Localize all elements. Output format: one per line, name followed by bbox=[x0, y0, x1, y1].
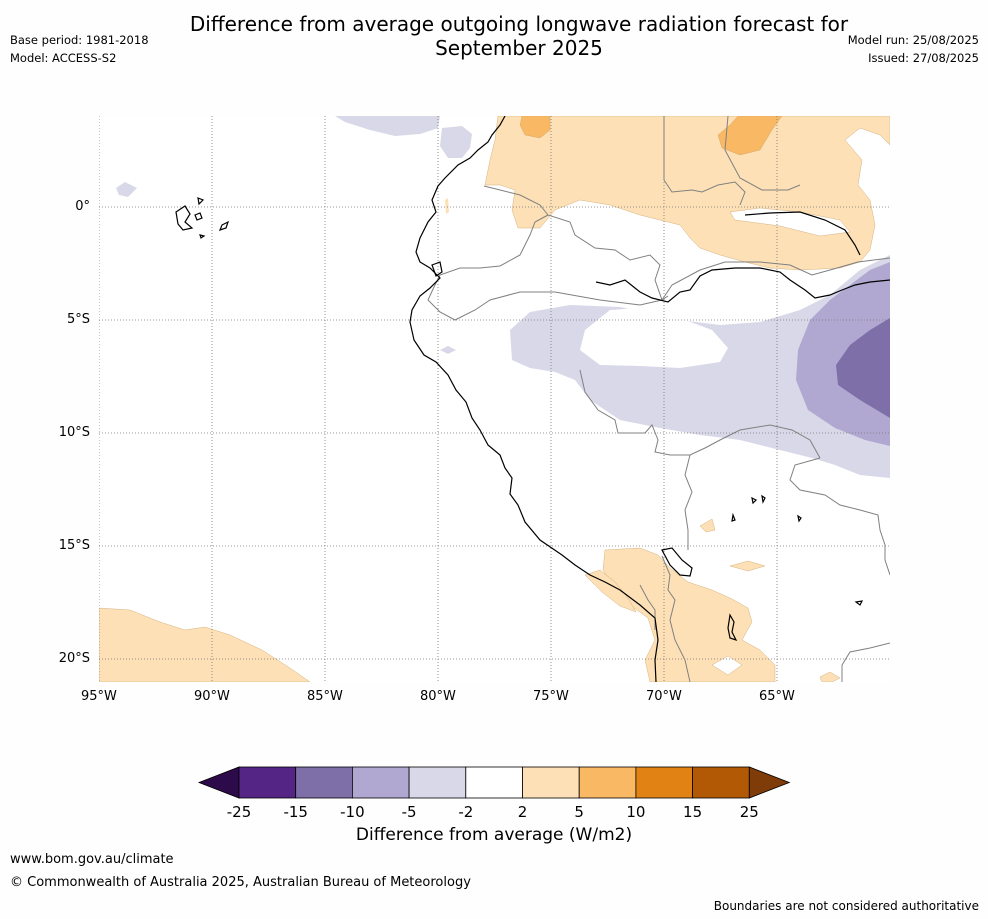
colorbar-tick-label: 10 bbox=[626, 803, 645, 821]
chart-title: Difference from average outgoing longwav… bbox=[150, 12, 888, 60]
colorbar-tick-label: -25 bbox=[227, 803, 252, 821]
map-area bbox=[99, 116, 890, 682]
colorbar-tick-label: -2 bbox=[458, 803, 473, 821]
lon-label-85w: 85°W bbox=[307, 689, 343, 704]
colorbar-extend-low bbox=[197, 766, 240, 799]
colorbar-segment bbox=[295, 766, 353, 799]
colorbar-segment bbox=[692, 766, 750, 799]
colorbar-extend-high bbox=[748, 766, 791, 799]
anomaly-light-orange-south-2 bbox=[584, 569, 637, 613]
colorbar-tick-label: 25 bbox=[740, 803, 759, 821]
anomaly-light-purple-north-2 bbox=[440, 126, 472, 158]
anomaly-light-orange-north bbox=[484, 116, 890, 271]
meta-right: Model run: 25/08/2025 Issued: 27/08/2025 bbox=[848, 31, 979, 67]
lon-label-80w: 80°W bbox=[420, 689, 456, 704]
graticule bbox=[99, 116, 890, 682]
anomaly-light-purple-small bbox=[440, 346, 456, 354]
colorbar-segment bbox=[635, 766, 694, 799]
colorbar-label: Difference from average (W/m2) bbox=[355, 825, 633, 845]
model-name: Model: ACCESS-S2 bbox=[10, 51, 117, 65]
colorbar-tick-label: -10 bbox=[340, 803, 365, 821]
anomaly-white-hole-mid bbox=[580, 308, 728, 368]
colorbar-segment bbox=[408, 766, 467, 799]
issued-date: Issued: 27/08/2025 bbox=[868, 51, 979, 65]
lat-label-20s: 20°S bbox=[58, 651, 90, 666]
colorbar-segment bbox=[238, 766, 297, 799]
colorbar-segment bbox=[578, 766, 637, 799]
lat-label-5s: 5°S bbox=[66, 312, 90, 327]
anomaly-light-orange-small-1 bbox=[699, 518, 716, 533]
lat-label-0: 0° bbox=[75, 199, 90, 214]
lat-label-15s: 15°S bbox=[58, 538, 90, 553]
anomaly-mid-orange-1 bbox=[519, 116, 551, 139]
colorbar-tick-label: -15 bbox=[283, 803, 308, 821]
title-line-2: September 2025 bbox=[435, 36, 603, 60]
base-period: Base period: 1981-2018 bbox=[10, 33, 149, 47]
anomaly-light-purple-isle bbox=[116, 182, 137, 197]
country-borders bbox=[427, 116, 890, 682]
colorbar-tick-label: 5 bbox=[574, 803, 584, 821]
anomaly-light-purple-north bbox=[335, 116, 440, 136]
coastlines bbox=[175, 116, 890, 682]
lat-label-10s: 10°S bbox=[58, 425, 90, 440]
meta-left: Base period: 1981-2018 Model: ACCESS-S2 bbox=[10, 31, 149, 67]
colorbar: -25 -15 -10 -5 -2 2 5 10 15 25 bbox=[197, 766, 791, 821]
footer-url[interactable]: www.bom.gov.au/climate bbox=[10, 852, 174, 867]
anomaly-white-hole-south bbox=[711, 655, 743, 676]
anomaly-white-hole-north bbox=[729, 207, 851, 237]
footer-copyright: © Commonwealth of Australia 2025, Austra… bbox=[10, 875, 471, 890]
colorbar-segment bbox=[351, 766, 410, 799]
anomaly-light-orange-small-3 bbox=[819, 671, 841, 682]
lon-label-95w: 95°W bbox=[81, 689, 117, 704]
anomaly-light-orange-south bbox=[602, 547, 776, 682]
anomaly-mid-orange-2 bbox=[717, 116, 783, 156]
colorbar-segment bbox=[465, 766, 523, 799]
lon-label-90w: 90°W bbox=[194, 689, 230, 704]
colorbar-tick-label: 2 bbox=[518, 803, 528, 821]
anomaly-light-orange-blob bbox=[445, 198, 449, 214]
lon-label-75w: 75°W bbox=[533, 689, 569, 704]
colorbar-segment bbox=[522, 766, 580, 799]
lon-label-65w: 65°W bbox=[759, 689, 795, 704]
anomaly-light-orange-small-2 bbox=[729, 560, 766, 572]
colorbar-tick-label: -5 bbox=[402, 803, 417, 821]
colorbar-tick-label: 15 bbox=[683, 803, 702, 821]
anomaly-light-purple-main bbox=[510, 255, 890, 478]
anomaly-light-orange-southwest bbox=[99, 607, 311, 682]
anomaly-dark-purple bbox=[836, 318, 890, 418]
title-line-1: Difference from average outgoing longwav… bbox=[189, 12, 849, 36]
lon-label-70w: 70°W bbox=[646, 689, 682, 704]
model-run: Model run: 25/08/2025 bbox=[847, 33, 979, 47]
footer-note: Boundaries are not considered authoritat… bbox=[713, 899, 979, 913]
